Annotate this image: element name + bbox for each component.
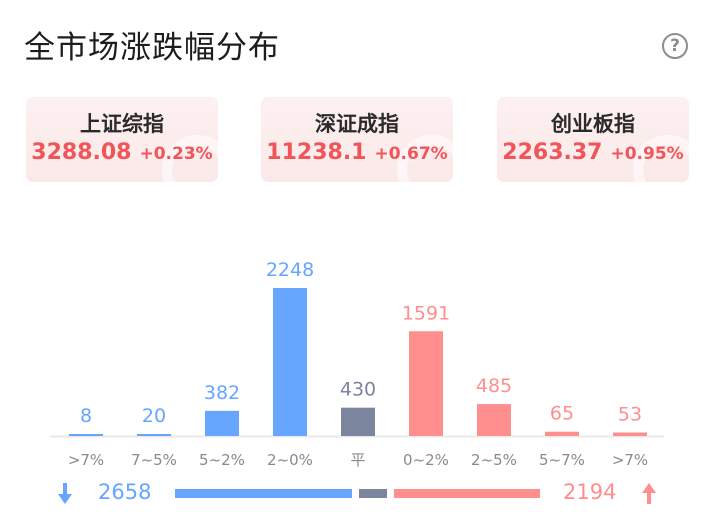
index-change: +0.95% (610, 144, 684, 164)
down-ratio-bar (175, 489, 352, 498)
bar[interactable] (205, 410, 239, 436)
x-tick-label: 2~5% (471, 451, 517, 469)
index-price: 11238.1 (266, 140, 367, 165)
index-price: 2263.37 (502, 140, 603, 165)
up-count: 2194 (563, 480, 617, 504)
bar-value-label: 53 (618, 404, 642, 426)
bar-value-label: 382 (204, 382, 240, 404)
bar-value-label: 20 (142, 405, 166, 427)
x-tick-label: 5~7% (539, 451, 585, 469)
x-tick-label: 0~2% (403, 451, 449, 469)
bar[interactable] (545, 431, 579, 436)
bar[interactable] (409, 331, 443, 436)
index-values: 2263.37 +0.95% (497, 140, 689, 165)
bar-value-label: 65 (550, 403, 574, 425)
x-tick-label: 平 (350, 451, 365, 469)
bar[interactable] (69, 434, 103, 436)
x-tick-label: >7% (612, 451, 648, 469)
bar[interactable] (341, 407, 375, 436)
page-title: 全市场涨跌幅分布 (24, 30, 280, 66)
index-name: 创业板指 (551, 112, 635, 136)
x-tick-label: >7% (68, 451, 104, 469)
index-card-sh[interactable]: 上证综指 3288.08 +0.23% (26, 97, 218, 182)
index-change: +0.67% (374, 144, 448, 164)
bar[interactable] (137, 434, 171, 436)
card-decoration (633, 135, 689, 182)
index-name: 上证综指 (80, 112, 164, 136)
arrow-down-icon (58, 483, 72, 504)
index-card-cyb[interactable]: 创业板指 2263.37 +0.95% (497, 97, 689, 182)
card-decoration (397, 135, 453, 182)
index-values: 3288.08 +0.23% (26, 140, 218, 165)
bar[interactable] (613, 432, 647, 436)
x-tick-label: 7~5% (131, 451, 177, 469)
bar-value-label: 8 (80, 405, 92, 427)
distribution-chart: 8 >7% 20 7~5% 382 5~2% 2248 2~0% 430 平 1591 0~2% 485… (50, 259, 664, 469)
bar-value-label: 2248 (266, 259, 314, 281)
flat-ratio-bar (358, 489, 388, 498)
bar-value-label: 485 (476, 375, 512, 397)
bar[interactable] (273, 288, 307, 436)
x-tick-label: 2~0% (267, 451, 313, 469)
card-decoration (162, 135, 218, 182)
arrow-up-icon (642, 483, 656, 504)
index-change: +0.23% (139, 144, 213, 164)
bar[interactable] (477, 404, 511, 436)
index-name: 深证成指 (315, 112, 399, 136)
index-price: 3288.08 (31, 140, 132, 165)
x-tick-label: 5~2% (199, 451, 245, 469)
index-card-sz[interactable]: 深证成指 11238.1 +0.67% (261, 97, 453, 182)
question-circle-icon[interactable]: ? (662, 33, 688, 59)
down-count: 2658 (98, 480, 152, 504)
up-ratio-bar (394, 489, 540, 498)
bar-value-label: 1591 (402, 302, 450, 324)
index-values: 11238.1 +0.67% (261, 140, 453, 165)
bar-value-label: 430 (340, 379, 376, 401)
